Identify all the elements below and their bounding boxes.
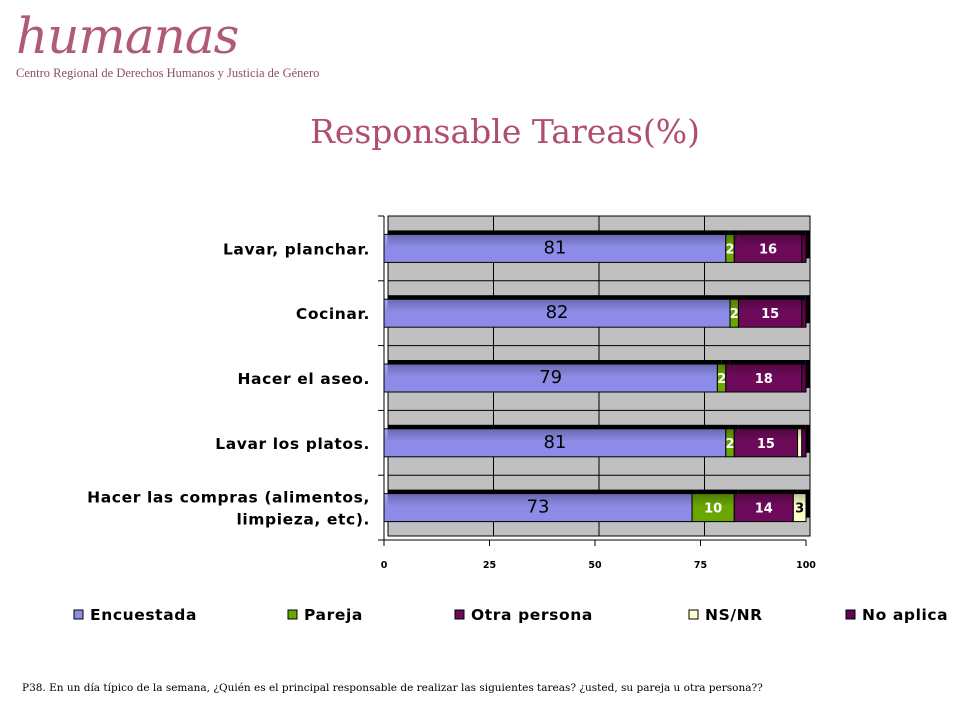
bar-segment-depth [805,230,810,259]
logo-subtitle: Centro Regional de Derechos Humanos y Ju… [16,66,320,80]
data-label: 2 [717,372,726,387]
data-label: 82 [546,302,569,323]
legend-swatch [845,609,856,620]
data-label: 14 [755,502,773,517]
legend-label: Pareja [304,606,363,624]
bar-segment [733,428,799,458]
legend-label: NS/NR [705,606,763,624]
bar-segment-depth [805,424,810,453]
category-label: Hacer el aseo. [237,370,370,388]
x-tick-label: 25 [483,560,496,571]
x-tick-label: 75 [694,560,707,571]
category-label: Cocinar. [296,305,370,323]
bar-segment [801,298,807,328]
bar-segment [801,428,807,458]
legend-label: No aplica [862,606,948,624]
category-label: limpieza, etc). [236,511,370,529]
data-label: 3 [795,502,804,517]
bar-segment [691,493,735,523]
bar-segment [792,493,807,523]
bar-segment [733,493,794,523]
bar-segment [383,493,693,523]
legend-swatch [73,609,84,620]
x-tick-label: 0 [381,560,388,571]
category-label: Lavar los platos. [215,435,370,453]
category-label: Lavar, planchar. [223,240,370,258]
data-label: 15 [761,307,779,322]
bar-segment [383,298,731,328]
x-tick-label: 50 [588,560,602,571]
bar-segment [797,428,803,458]
data-label: 2 [726,437,735,452]
chart-title: Responsable Tareas(%) [309,112,700,151]
legend-swatch [287,609,298,620]
data-label: 73 [527,497,550,518]
data-label: 2 [726,242,735,257]
legend-swatch [688,609,699,620]
data-label: 15 [757,437,775,452]
bar-segment [383,233,727,263]
logo-wordmark: humanas [16,7,239,65]
bar-segment [801,233,807,263]
data-label: 79 [539,367,562,388]
bar-segment-depth [805,360,810,388]
legend-label: Encuestada [90,606,197,624]
question-footnote: P38. En un día típico de la semana, ¿Qui… [22,682,763,694]
x-tick-label: 100 [796,560,816,571]
data-label: 18 [755,372,773,387]
data-label: 10 [704,502,722,517]
humanas-logo: humanas Centro Regional de Derechos Huma… [10,4,330,84]
bar-segment-depth [805,295,810,324]
legend-label: Otra persona [471,606,593,624]
bar-segment [383,428,727,458]
data-label: 16 [759,242,777,257]
data-label: 81 [543,432,566,453]
bar-segment [801,363,807,393]
data-label: 81 [543,237,566,258]
data-label: 2 [730,307,739,322]
category-label: Hacer las compras (alimentos, [87,489,370,507]
legend-swatch [454,609,465,620]
bar-segment [725,363,803,393]
bar-segment [733,233,803,263]
